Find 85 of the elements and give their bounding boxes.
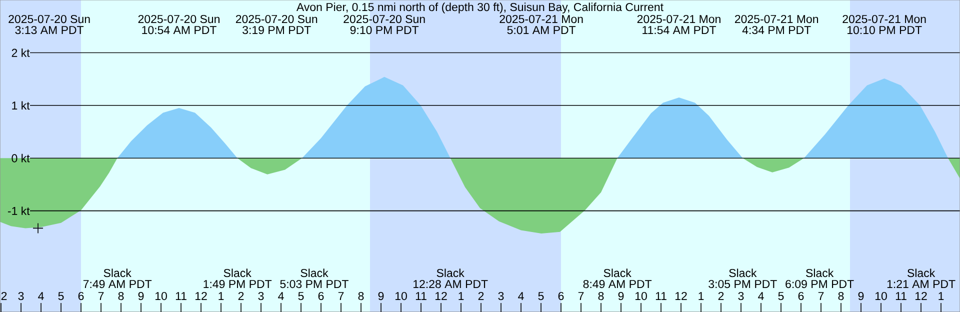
annotation: 10:10 PM PDT — [848, 26, 922, 34]
x-tick-label: 1 — [218, 292, 224, 300]
x-tick-label: 8 — [358, 292, 364, 300]
annotation: 5:03 PM PDT — [280, 280, 348, 288]
y-tick-label: 1 kt — [12, 101, 30, 110]
x-tick-label: 7 — [98, 292, 104, 300]
x-tick-label: 3 — [258, 292, 264, 300]
annotation: 4:34 PM PDT — [742, 26, 811, 34]
y-tick-label: 2 kt — [12, 48, 30, 57]
chart-title: Avon Pier, 0.15 nmi north of (depth 30 ft), Suisun Bay, California Current — [296, 2, 664, 14]
annotation: 2025-07-21 Mon — [637, 14, 720, 24]
annotation: 2025-07-20 Sun — [236, 14, 318, 24]
x-tick-label: 5 — [538, 292, 544, 300]
annotation: 7:49 AM PDT — [83, 280, 152, 288]
x-tick-label: 6 — [78, 292, 84, 300]
x-tick-label: 10 — [155, 292, 167, 300]
annotation: 1:49 PM PDT — [204, 280, 272, 288]
annotation: 2025-07-21 Mon — [500, 14, 583, 24]
annotation: 10:54 AM PDT — [142, 26, 216, 34]
x-tick-label: 12 — [675, 292, 687, 300]
annotation: 2025-07-21 Mon — [842, 14, 926, 24]
annotation: Slack — [224, 268, 252, 278]
x-tick-label: 11 — [896, 292, 906, 300]
x-tick-label: 7 — [338, 292, 344, 300]
x-tick-label: 12 — [915, 292, 927, 300]
x-tick-label: 8 — [598, 292, 604, 300]
y-tick-label: 0 kt — [12, 154, 30, 162]
annotation: Slack — [104, 268, 132, 278]
annotation: Slack — [436, 268, 464, 278]
x-tick-label: 9 — [138, 292, 144, 300]
annotation: 3:19 PM PDT — [242, 26, 311, 34]
x-tick-label: 2 — [478, 292, 484, 300]
x-tick-label: 5 — [778, 292, 784, 300]
x-tick-label: 12 — [435, 292, 447, 300]
annotation: Slack — [604, 268, 632, 278]
annotation: 8:49 AM PDT — [583, 280, 652, 288]
x-tick-label: 11 — [656, 292, 666, 300]
x-tick-label: 7 — [578, 292, 584, 300]
x-tick-label: 11 — [416, 292, 426, 300]
annotation: Slack — [908, 268, 936, 278]
annotation: Slack — [729, 268, 757, 278]
annotation: 3:13 AM PDT — [15, 26, 84, 34]
annotation: 5:01 AM PDT — [507, 26, 576, 34]
x-tick-label: 3 — [18, 292, 24, 300]
x-tick-label: 7 — [818, 292, 824, 300]
annotation: Slack — [806, 268, 834, 278]
x-tick-label: 10 — [635, 292, 647, 300]
x-tick-label: 8 — [838, 292, 844, 300]
annotation: 11:54 AM PDT — [642, 26, 716, 34]
annotation: 3:05 PM PDT — [708, 280, 777, 288]
x-tick-label: 10 — [395, 292, 407, 300]
annotation: 2025-07-20 Sun — [8, 14, 90, 24]
x-tick-label: 3 — [498, 292, 504, 300]
x-tick-label: 6 — [318, 292, 324, 300]
annotation: 6:09 PM PDT — [786, 280, 854, 288]
x-tick-label: 1 — [698, 292, 704, 300]
x-tick-label: 4 — [278, 292, 284, 300]
x-tick-label: 8 — [118, 292, 124, 300]
x-tick-label: 1 — [458, 292, 464, 300]
x-tick-label: 9 — [618, 292, 624, 300]
annotation: 2025-07-20 Sun — [138, 14, 220, 24]
annotation: 9:10 PM PDT — [350, 26, 419, 34]
x-tick-label: 4 — [38, 292, 44, 300]
x-tick-label: 9 — [858, 292, 864, 300]
x-tick-label: 2 — [718, 292, 724, 300]
x-tick-label: 3 — [738, 292, 744, 300]
annotation: 2025-07-21 Mon — [734, 14, 818, 24]
x-tick-label: 11 — [176, 292, 186, 300]
annotation: 12:28 AM PDT — [414, 280, 488, 288]
annotation: 2025-07-20 Sun — [344, 14, 425, 24]
x-tick-label: 1 — [938, 292, 944, 300]
x-tick-label: 2 — [1, 292, 7, 300]
x-tick-label: 4 — [758, 292, 764, 300]
x-tick-label: 2 — [238, 292, 244, 300]
x-tick-label: 5 — [298, 292, 304, 300]
annotation: Slack — [300, 268, 328, 278]
x-tick-label: 9 — [378, 292, 384, 300]
x-tick-label: 12 — [195, 292, 207, 300]
x-tick-label: 6 — [798, 292, 804, 300]
x-tick-label: 6 — [558, 292, 564, 300]
x-tick-label: 10 — [875, 292, 887, 300]
x-tick-label: 4 — [518, 292, 524, 300]
y-tick-label: -1 kt — [8, 206, 30, 216]
x-tick-label: 5 — [58, 292, 64, 300]
annotation: 1:21 AM PDT — [887, 280, 956, 288]
